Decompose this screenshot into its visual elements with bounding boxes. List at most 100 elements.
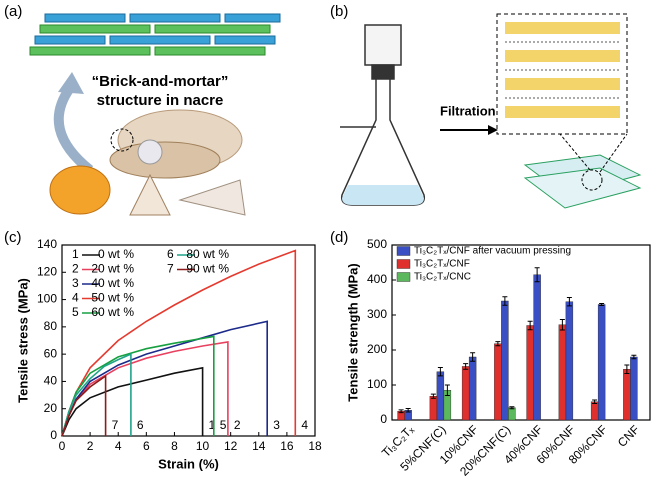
error-bar — [566, 297, 572, 307]
legend-label: 90 wt % — [186, 262, 229, 276]
bar — [597, 304, 606, 421]
error-bar — [398, 409, 404, 414]
legend-label: 80 wt % — [186, 247, 229, 261]
x-tick-label: 12 — [224, 439, 238, 453]
y-tick-label: 60 — [44, 346, 58, 360]
error-bar — [502, 296, 508, 306]
y-tick-label: 500 — [367, 237, 387, 251]
legend-number: 2 — [72, 262, 79, 276]
bar — [533, 274, 541, 421]
curved-arrow — [53, 85, 94, 174]
x-tick-label: 16 — [280, 439, 294, 453]
bar — [429, 396, 438, 421]
y-tick-label: 200 — [367, 342, 387, 356]
legend-swatch — [396, 246, 411, 256]
y-tick-label: 40 — [44, 374, 58, 388]
error-bar — [444, 384, 450, 396]
error-bar — [527, 320, 533, 331]
curve — [61, 374, 107, 437]
bar — [501, 300, 509, 421]
x-tick-label: 6 — [143, 439, 150, 453]
curve — [61, 366, 204, 437]
caption: “Brick-and-mortar” — [92, 73, 229, 90]
plot-frame — [61, 244, 316, 437]
y-tick-label: 20 — [44, 401, 58, 415]
legend-label: 20 wt % — [91, 262, 134, 276]
bar — [494, 343, 502, 421]
arrow-label: Filtration — [440, 103, 496, 118]
y-tick-label: 140 — [37, 237, 57, 251]
curve-end-label: 5 — [220, 418, 227, 432]
panel-label: (d) — [330, 229, 348, 246]
legend-number: 3 — [72, 276, 79, 290]
curve-end-label: 4 — [301, 418, 308, 432]
error-bar — [405, 407, 411, 413]
legend-number: 4 — [72, 291, 79, 305]
error-bar — [592, 399, 598, 405]
curve — [61, 352, 132, 437]
x-tick-label: 0 — [59, 439, 66, 453]
y-tick-label: 0 — [380, 412, 387, 426]
panel-label: (a) — [4, 3, 22, 20]
arrow-head — [488, 125, 498, 135]
error-bar — [509, 406, 515, 410]
error-bar — [495, 341, 501, 347]
error-bar — [599, 302, 605, 307]
error-bar — [430, 393, 436, 399]
error-bar — [534, 267, 540, 283]
y-tick-label: 400 — [367, 272, 387, 286]
layered-structure — [496, 13, 642, 209]
error-bar — [624, 364, 630, 374]
curve-end-label: 1 — [209, 418, 216, 432]
brick-structure — [29, 13, 281, 56]
y-axis-label: Tensile stress (MPa) — [15, 278, 30, 403]
x-tick-label: 2 — [87, 439, 94, 453]
x-tick-label: 4 — [115, 439, 122, 453]
bar — [461, 366, 470, 421]
error-bar — [437, 367, 443, 377]
legend-label: 0 wt % — [98, 247, 134, 261]
error-bar — [463, 363, 469, 370]
error-bar — [470, 352, 476, 362]
legend-swatch — [396, 259, 411, 269]
bar — [565, 301, 574, 421]
y-tick-label: 100 — [37, 292, 57, 306]
legend-number: 6 — [167, 247, 174, 261]
curve-end-label: 6 — [137, 418, 144, 432]
legend-label: Ti₃C₂Tₓ/CNF — [414, 259, 470, 270]
x-tick-label: 10 — [196, 439, 210, 453]
arrow-head — [58, 72, 84, 94]
legend-label: 50 wt % — [91, 291, 134, 305]
error-bar — [631, 354, 637, 360]
filtration-flask — [340, 24, 426, 206]
curve-end-label: 2 — [234, 418, 241, 432]
bar — [590, 401, 599, 421]
x-tick-label: 18 — [308, 439, 322, 453]
x-tick-label: 14 — [252, 439, 266, 453]
bar — [630, 356, 638, 421]
legend-number: 5 — [72, 305, 79, 319]
panel-label: (b) — [330, 3, 348, 20]
bar — [558, 324, 567, 421]
curve-end-label: 3 — [273, 418, 280, 432]
bar — [623, 369, 631, 421]
legend-label: 40 wt % — [91, 276, 134, 290]
y-tick-label: 0 — [50, 428, 57, 442]
error-bar — [559, 319, 565, 331]
legend-swatch — [396, 272, 411, 282]
plot-frame — [391, 244, 651, 421]
y-tick-label: 100 — [367, 377, 387, 391]
legend-number: 1 — [72, 247, 79, 261]
legend-label: Ti₃C₂Tₓ/CNF after vacuum pressing — [414, 246, 571, 257]
x-tick-label: 8 — [171, 439, 178, 453]
bar — [526, 325, 534, 421]
bar — [468, 356, 477, 421]
bar — [436, 371, 445, 421]
y-axis-label: Tensile strength (MPa) — [345, 263, 360, 401]
curve-end-label: 7 — [112, 418, 119, 432]
y-tick-label: 300 — [367, 307, 387, 321]
legend-label: 60 wt % — [91, 305, 134, 319]
x-axis-label: Strain (%) — [158, 456, 219, 471]
legend-label: Ti₃C₂Tₓ/CNC — [414, 272, 471, 283]
